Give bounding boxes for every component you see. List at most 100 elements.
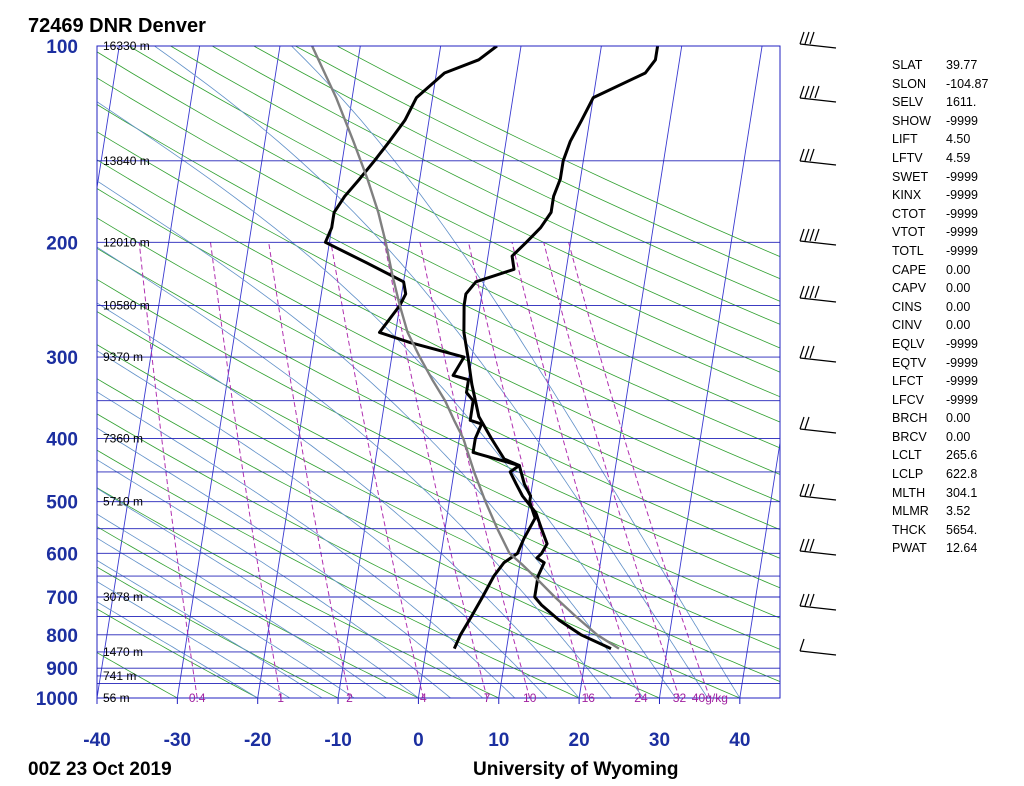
mixing-ratio-label: 7 [484,691,491,705]
wind-barb [799,345,837,363]
isotherm [337,46,442,698]
stat-value: 304.1 [946,485,978,500]
mixing-ratio-labels: 0.4 1 2 4 7 10 16 24 32 40g/kg [189,691,728,705]
stat-value: 0.00 [946,262,971,277]
mixing-ratio-line [330,242,424,698]
stat-key: THCK [892,522,927,537]
temperature-trace [323,46,537,650]
stat-key: CINV [892,318,922,333]
moist-adiabat [97,427,483,698]
stat-value: 3.52 [946,504,971,519]
moist-adiabat [97,391,516,698]
moist-adiabat [291,46,741,698]
height-label: 12010 m [103,235,150,249]
moist-adiabat [97,350,548,698]
stat-value: -9999 [946,243,978,258]
pressure-tick-label: 100 [46,37,78,58]
station-title: 72469 DNR Denver [28,15,206,37]
dry-adiabat [97,652,178,698]
mixing-ratio-label: 24 [634,691,648,705]
stat-key: EQLV [892,336,925,351]
temperature-tick-label: 20 [569,730,590,751]
moist-adiabat [97,581,291,698]
mixing-ratio-line [543,242,680,698]
mixing-ratio-label: 16 [582,691,596,705]
wind-barb [799,638,837,656]
temperature-tick-label: -20 [244,730,271,751]
stat-row: LFTV 4.59 [892,149,988,168]
isotherm [659,46,763,698]
stat-key: CTOT [892,206,926,221]
stat-key: MLTH [892,485,926,500]
mixing-ratio-label: 4 [420,691,427,705]
height-labels: 16330 m 13840 m 12010 m 10580 m 9370 m 7360 m… [103,39,150,705]
height-label: 16330 m [103,39,150,53]
mixing-ratio-line [419,242,531,698]
temperature-axis: -40 -30 -20 -10 0 10 20 30 40 [83,698,750,751]
pressure-tick-label: 1000 [36,689,78,710]
stat-value: -104.87 [946,76,989,91]
pressure-tick-label: 600 [46,544,78,565]
wind-barb [799,593,837,611]
mixing-ratio-line [268,242,350,698]
moist-adiabat [97,487,419,698]
pressure-tick-label: 200 [46,233,78,254]
stat-key: KINX [892,188,922,203]
stat-key: LIFT [892,132,918,147]
moist-adiabat [97,537,355,698]
stat-key: LCLT [892,448,922,463]
parcel-trace [311,46,620,650]
temperature-tick-label: 30 [649,730,670,751]
isotherm [578,46,683,698]
pressure-tick-label: 300 [46,348,78,369]
stat-key: SELV [892,95,924,110]
temperature-tick-label: 10 [488,730,509,751]
stat-row: SELV 1611. [892,93,988,112]
height-label: 3078 m [103,590,143,604]
stat-row: SWET -9999 [892,168,988,187]
stat-value: 5654. [946,522,978,537]
stat-value: 265.6 [946,448,978,463]
height-label: 1470 m [103,645,143,659]
isotherm [97,46,120,191]
stat-value: -9999 [946,113,978,128]
stat-row: CAPV 0.00 [892,279,988,298]
stat-row: CINV 0.00 [892,316,988,335]
stat-value: -9999 [946,169,978,184]
wind-barbs [799,31,837,656]
stat-row: SLON -104.87 [892,75,988,94]
stat-row: TOTL -9999 [892,242,988,261]
wind-barb [799,31,837,49]
stat-row: THCK 5654. [892,521,988,540]
height-label: 9370 m [103,350,143,364]
moist-adiabat [97,559,323,698]
stat-key: MLMR [892,504,929,519]
stat-row: LCLT 265.6 [892,446,988,465]
stat-key: CINS [892,299,922,314]
stat-value: -9999 [946,392,978,407]
stat-key: EQTV [892,355,927,370]
stat-row: LFCV -9999 [892,391,988,410]
stat-key: LFTV [892,150,923,165]
station-parameters: SLAT 39.77 SLON -104.87 SELV 1611. SHOW -9999 LI… [892,56,988,558]
temperature-tick-label: -30 [164,730,191,751]
source-label: University of Wyoming [473,759,679,780]
stat-key: LFCV [892,392,924,407]
temperature-tick-label: -40 [83,730,110,751]
stat-value: 39.77 [946,58,978,72]
stat-row: CTOT -9999 [892,205,988,224]
wind-barb [799,538,837,556]
mixing-ratio-line [383,242,488,698]
stat-row: VTOT -9999 [892,223,988,242]
mixing-ratio-line [511,242,642,698]
temperature-tick-label: 40 [729,730,750,751]
stat-value: -9999 [946,374,978,389]
stat-row: LIFT 4.50 [892,130,988,149]
stat-value: 0.00 [946,429,971,444]
stat-value: -9999 [946,336,978,351]
pressure-tick-label: 800 [46,626,78,647]
stat-key: SLON [892,76,927,91]
stat-value: 12.64 [946,541,978,556]
stat-value: 0.00 [946,411,971,426]
